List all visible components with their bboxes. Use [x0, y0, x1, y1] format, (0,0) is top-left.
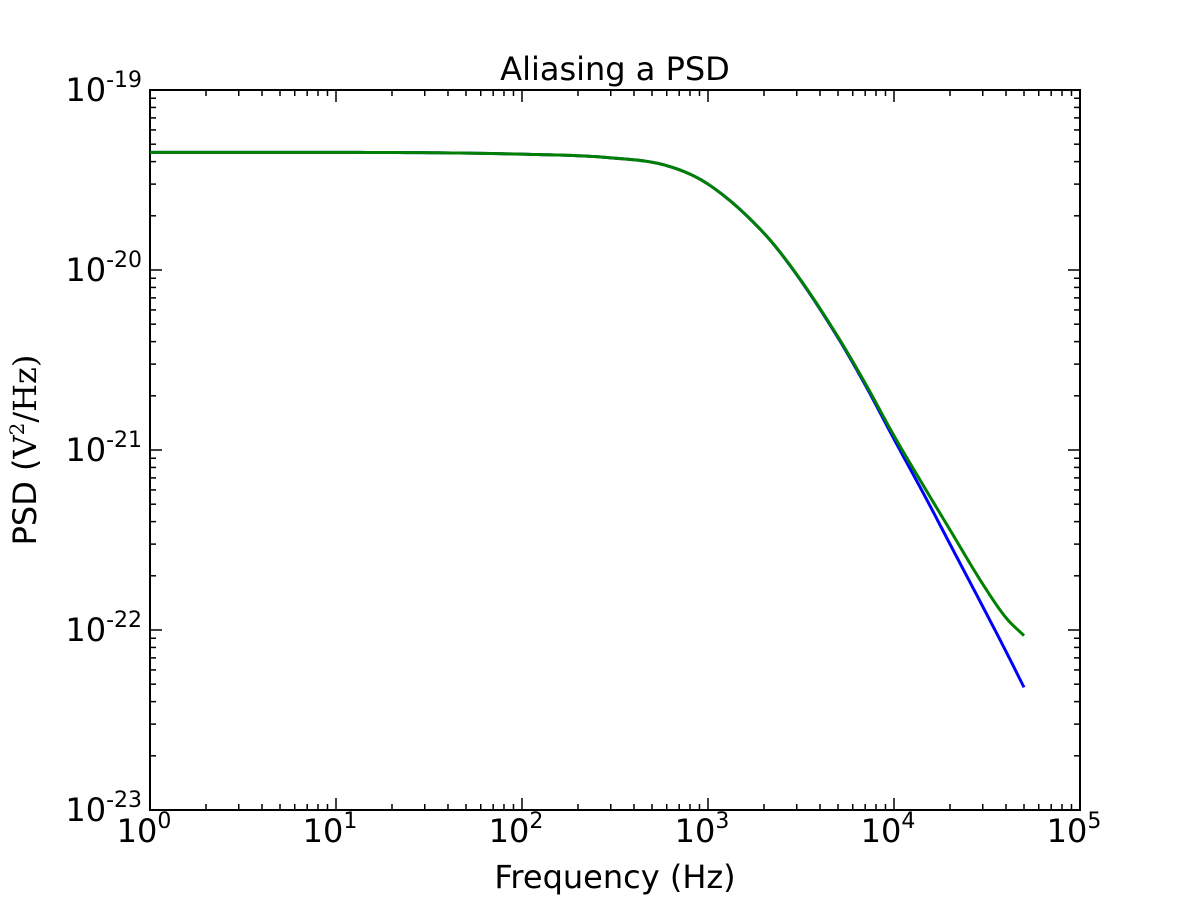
y-tick-label-base: 10	[65, 71, 106, 109]
y-tick-label-exp: -21	[106, 428, 142, 453]
x-tick-label-exp: 2	[529, 809, 543, 834]
plot-area	[149, 89, 1081, 811]
y-tick-label-3: 10-22	[65, 608, 142, 649]
y-axis-label-unit: V	[6, 434, 44, 459]
y-tick-label-exp: -19	[106, 68, 142, 93]
x-tick-label-base: 10	[675, 812, 716, 850]
y-tick-label-base: 10	[65, 431, 106, 469]
x-tick-labels: 100 101 102 103 104 105	[117, 809, 1102, 850]
y-tick-label-4: 10-23	[65, 788, 142, 829]
plot-frame	[149, 89, 1081, 811]
y-tick-label-2: 10-21	[65, 428, 142, 469]
x-tick-label-base: 10	[861, 812, 902, 850]
y-tick-label-exp: -23	[106, 788, 142, 813]
x-tick-label-base: 10	[489, 812, 530, 850]
x-tick-label-base: 10	[1047, 812, 1088, 850]
x-tick-label-4: 104	[861, 809, 916, 850]
chart-title: Aliasing a PSD	[500, 50, 730, 88]
y-tick-label-1: 10-20	[65, 248, 142, 289]
x-tick-label-5: 105	[1047, 809, 1102, 850]
x-tick-label-base: 10	[303, 812, 344, 850]
x-axis-label: Frequency (Hz)	[494, 858, 735, 896]
x-tick-label-exp: 4	[901, 809, 915, 834]
x-tick-label-exp: 0	[157, 809, 171, 834]
x-tick-label-2: 102	[489, 809, 544, 850]
series-line-0	[150, 150, 1026, 689]
y-axis-label-prefix: PSD (	[6, 458, 44, 545]
y-axis-label-suffix: /Hz)	[6, 355, 44, 423]
x-tick-label-exp: 1	[343, 809, 357, 834]
x-tick-label-base: 10	[117, 812, 158, 850]
series-line-1	[150, 150, 1026, 637]
series-group	[150, 150, 1026, 689]
x-tick-label-1: 101	[303, 809, 358, 850]
y-tick-label-base: 10	[65, 251, 106, 289]
x-tick-label-0: 100	[117, 809, 172, 850]
x-tick-label-3: 103	[675, 809, 730, 850]
x-tick-label-exp: 5	[1087, 809, 1101, 834]
y-tick-label-exp: -22	[106, 608, 142, 633]
y-axis-label: PSD (V2/Hz)	[5, 355, 44, 546]
y-tick-label-0: 10-19	[65, 68, 142, 109]
y-tick-label-base: 10	[65, 791, 106, 829]
y-axis-label-unit-exp: 2	[5, 423, 29, 436]
x-tick-label-exp: 3	[715, 809, 729, 834]
y-tick-label-exp: -20	[106, 248, 142, 273]
y-tick-label-base: 10	[65, 611, 106, 649]
axis-ticks	[149, 89, 1081, 811]
